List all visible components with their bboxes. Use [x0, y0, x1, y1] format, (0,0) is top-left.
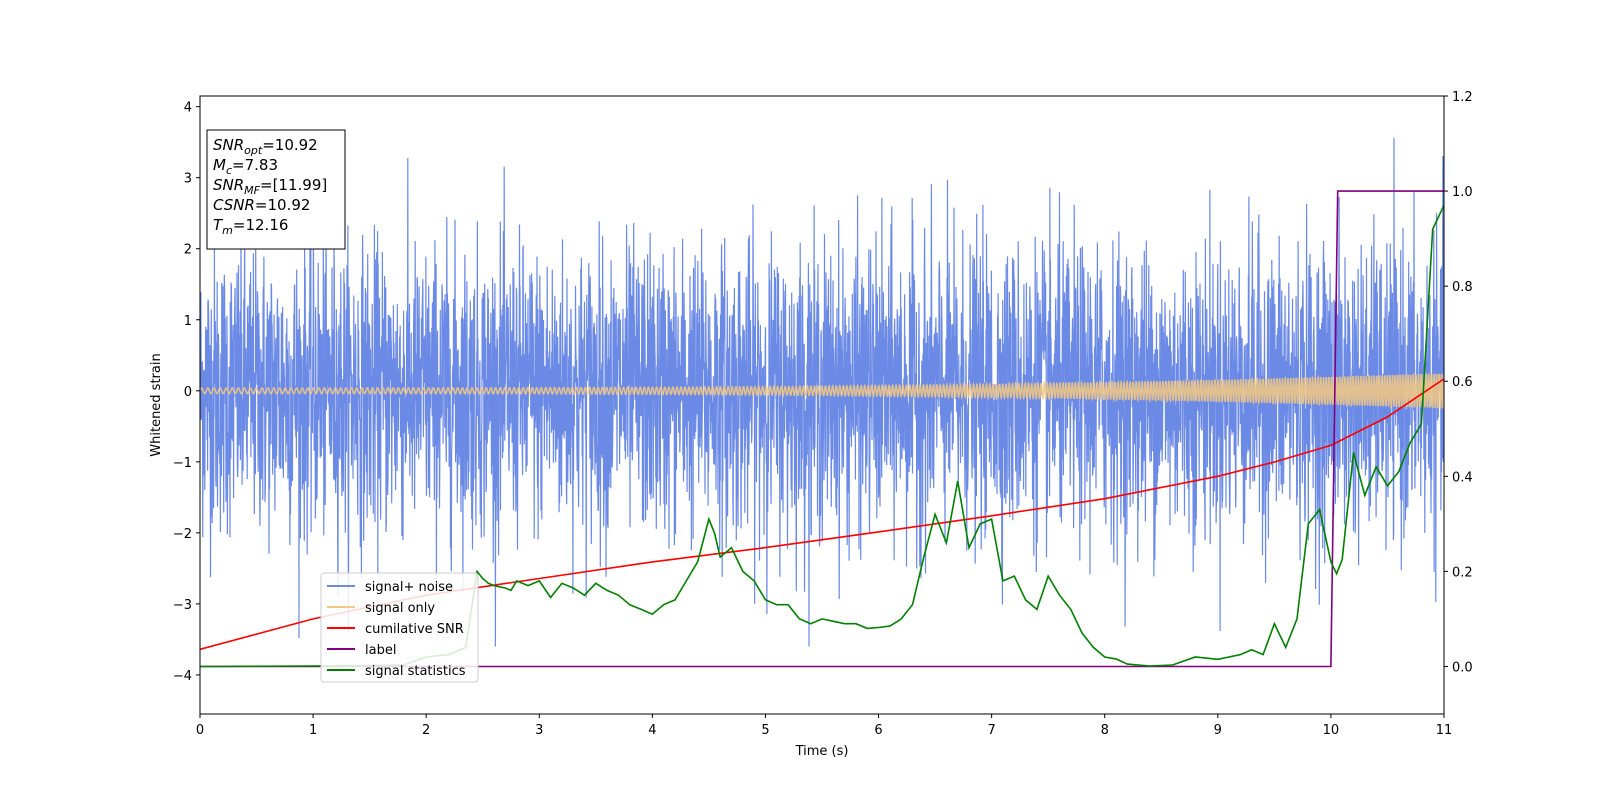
- annotation-subscript: MF: [244, 184, 260, 197]
- left-y-tick-label: 0: [184, 385, 192, 400]
- annotation-symbol: M: [213, 156, 226, 174]
- x-tick-label: 8: [1101, 723, 1109, 738]
- left-y-tick-label: −2: [173, 527, 192, 542]
- series-line-1: [200, 372, 1444, 410]
- annotation-subscript: c: [226, 164, 232, 177]
- x-axis-label: Time (s): [795, 744, 849, 759]
- left-y-tick-label: −1: [173, 456, 192, 471]
- x-tick-label: 10: [1323, 723, 1340, 738]
- annotation-box: SNRopt=10.92Mc=7.83SNRMF=[11.99]CSNR=10.…: [206, 129, 346, 250]
- legend-label: signal only: [365, 601, 435, 616]
- right-y-axis: 0.0 0.2 0.4 0.6 0.8 1.0 1.2: [1444, 90, 1473, 675]
- left-y-tick-label: 3: [184, 172, 192, 187]
- right-y-tick-label: 0.6: [1452, 375, 1473, 390]
- annotation-line: Tm=12.16: [213, 216, 288, 237]
- annotation-value: =10.92: [255, 196, 311, 214]
- x-tick-label: 1: [309, 723, 317, 738]
- legend-label: label: [365, 643, 396, 658]
- left-y-tick-label: 1: [184, 314, 192, 329]
- annotation-symbol: SNR: [213, 136, 244, 154]
- series-line-3: [200, 190, 1444, 668]
- legend-frame: [320, 572, 479, 683]
- legend-label: signal+ noise: [365, 580, 453, 595]
- annotation-symbol: CSNR: [213, 196, 255, 214]
- right-y-tick-label: 0.8: [1452, 280, 1473, 295]
- right-y-tick-label: 0.4: [1452, 470, 1473, 485]
- annotation-line: CSNR=10.92: [213, 196, 310, 214]
- x-tick-label: 5: [761, 723, 769, 738]
- annotation-value: =10.92: [262, 136, 318, 154]
- series-line-4: [200, 204, 1444, 668]
- x-tick-label: 4: [648, 723, 656, 738]
- annotation-value: =12.16: [233, 216, 289, 234]
- annotation-subscript: m: [222, 224, 233, 237]
- x-tick-label: 0: [196, 723, 204, 738]
- x-tick-label: 11: [1436, 723, 1453, 738]
- y-axis-label: Whitened strain: [149, 353, 164, 456]
- x-tick-label: 9: [1214, 723, 1222, 738]
- left-y-axis: −4 −3 −2 −1 0 1 2 3 4: [173, 101, 200, 684]
- left-y-tick-label: 4: [184, 101, 192, 116]
- x-tick-label: 2: [422, 723, 430, 738]
- annotation-symbol: SNR: [213, 176, 244, 194]
- left-y-tick-label: −3: [173, 598, 192, 613]
- right-y-tick-label: 1.2: [1452, 90, 1473, 105]
- right-y-tick-label: 0.0: [1452, 660, 1473, 675]
- right-y-tick-label: 1.0: [1452, 185, 1473, 200]
- left-y-tick-label: −4: [173, 669, 192, 684]
- x-axis: 0 1 2 3 4 5 6 7 8 9 10 11: [196, 714, 1452, 738]
- annotation-line: SNRMF=[11.99]: [213, 176, 327, 197]
- plot-frame: [199, 95, 1445, 715]
- x-tick-label: 3: [535, 723, 543, 738]
- legend: signal+ noise signal only cumilative SNR la…: [320, 572, 479, 683]
- legend-label: signal statistics: [365, 664, 466, 679]
- legend-label: cumilative SNR: [365, 622, 464, 637]
- annotation-symbol: T: [213, 216, 224, 234]
- x-tick-label: 7: [987, 723, 995, 738]
- annotation-subscript: opt: [244, 144, 263, 157]
- x-tick-label: 6: [874, 723, 882, 738]
- annotation-value: =7.83: [232, 156, 278, 174]
- annotation-line: SNRopt=10.92: [213, 136, 318, 157]
- annotation-value: =[11.99]: [260, 176, 327, 194]
- left-y-tick-label: 2: [184, 243, 192, 258]
- annotation-line: Mc=7.83: [213, 156, 278, 177]
- right-y-tick-label: 0.2: [1452, 565, 1473, 580]
